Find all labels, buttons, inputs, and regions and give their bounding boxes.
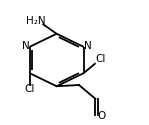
Text: Cl: Cl: [95, 54, 105, 64]
Text: O: O: [97, 111, 105, 121]
Text: N: N: [22, 41, 30, 51]
Text: H₂N: H₂N: [26, 16, 46, 26]
Text: N: N: [84, 41, 91, 51]
Text: Cl: Cl: [24, 84, 35, 94]
